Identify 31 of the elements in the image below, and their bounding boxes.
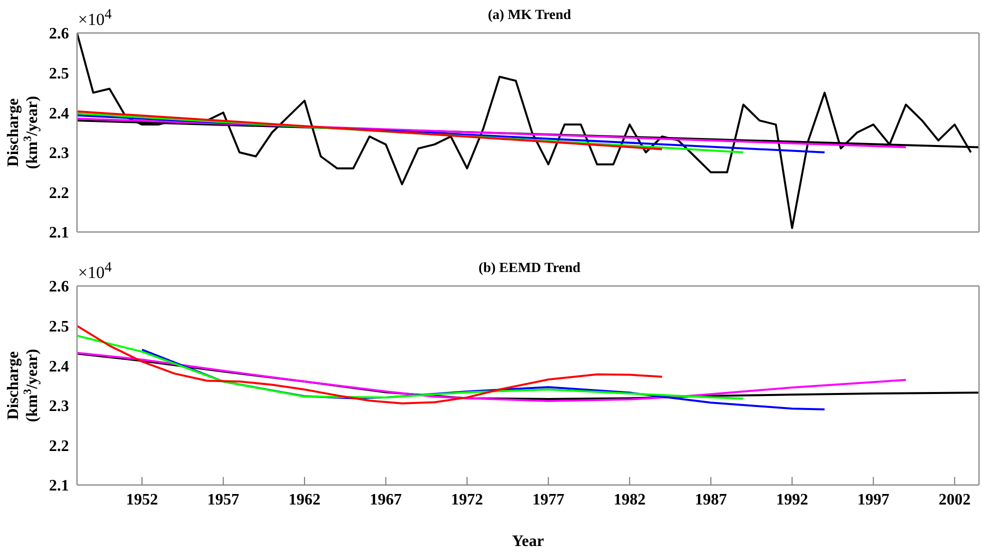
- y-tick-label: 2.1: [49, 478, 69, 495]
- x-tick-label: 2002: [938, 491, 971, 508]
- text: ×10$^{4}$: [78, 259, 112, 282]
- line-series: [77, 334, 744, 400]
- line-series: [141, 348, 826, 410]
- chart-title: (a) MK Trend: [488, 8, 572, 23]
- x-tick-label: 1977: [532, 491, 564, 508]
- y-tick-label: 2.5: [49, 318, 69, 336]
- y-tick-label: 2.2: [49, 438, 69, 455]
- x-tick-label: 1957: [207, 491, 240, 508]
- x-axis-title: Year: [512, 533, 544, 550]
- x-tick-label: 1982: [614, 491, 646, 508]
- y-tick-label: 2.5: [49, 65, 69, 82]
- y-tick-label: 2.4: [49, 358, 69, 376]
- y-tick-label: 2.1: [49, 224, 69, 242]
- y-tick-label: 2.3: [49, 145, 69, 162]
- y-tick-label: 2.4: [49, 105, 69, 122]
- y-tick-label: 2.3: [49, 398, 69, 416]
- x-tick-label: 1972: [451, 491, 484, 508]
- y-tick-label: 2.6: [49, 26, 69, 43]
- x-tick-label: 1997: [857, 491, 890, 508]
- chart-title: (b) EEMD Trend: [478, 261, 580, 276]
- line-series: [77, 324, 664, 404]
- text: ×10$^{4}$: [78, 6, 112, 29]
- x-tick-label: 1987: [694, 491, 727, 508]
- y-tick-label: 2.2: [49, 184, 69, 202]
- x-tick-label: 1952: [126, 491, 158, 508]
- x-tick-label: 1992: [776, 491, 808, 508]
- x-tick-label: 1962: [288, 491, 321, 508]
- y-tick-label: 2.6: [49, 278, 69, 296]
- x-tick-label: 1967: [370, 491, 402, 508]
